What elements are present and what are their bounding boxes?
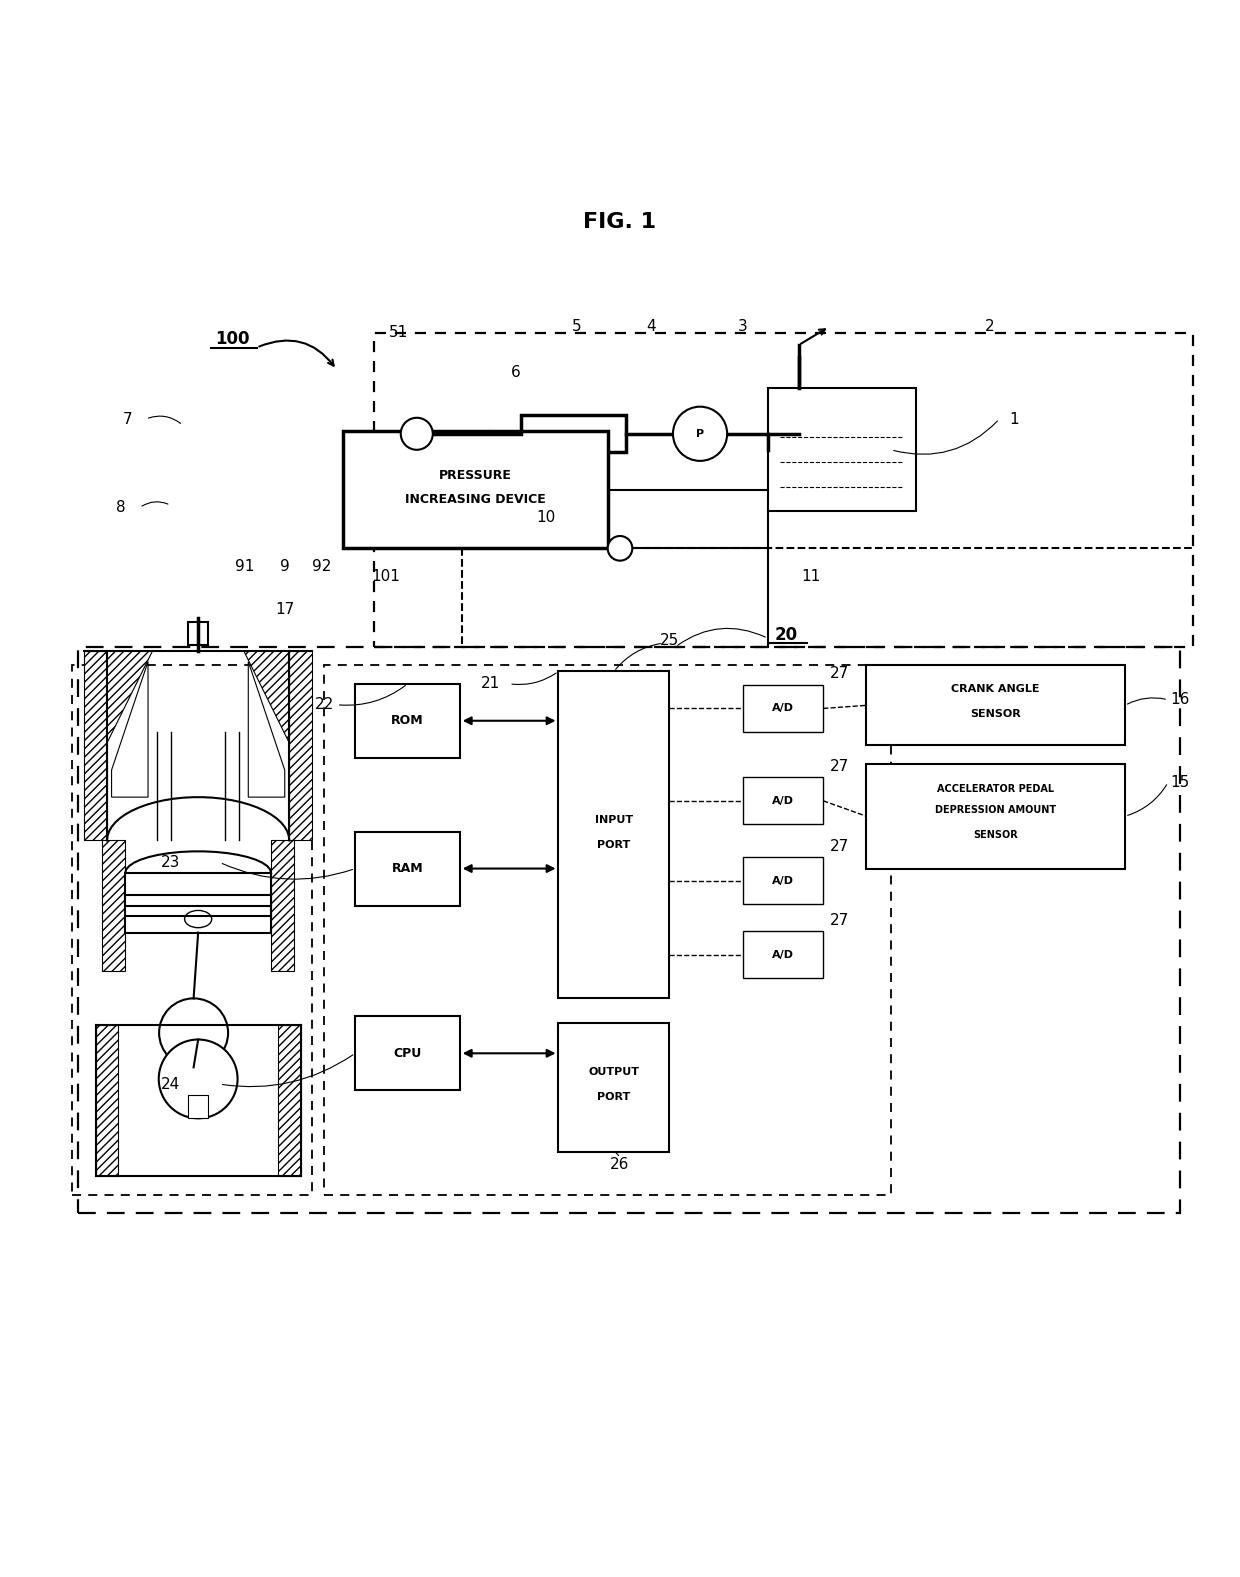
Bar [355,1016,460,1090]
Text: 100: 100 [215,330,249,349]
Bar [355,831,460,905]
Text: 27: 27 [830,913,848,927]
Text: 5: 5 [572,319,582,334]
Polygon shape [107,651,153,743]
Text: INPUT: INPUT [595,815,632,825]
Text: CPU: CPU [393,1047,422,1060]
Bar [768,388,915,511]
Polygon shape [248,662,285,796]
Circle shape [401,418,433,449]
Bar [743,932,823,978]
Text: PORT: PORT [598,839,630,850]
Bar [558,1022,670,1151]
Text: 2: 2 [985,319,994,334]
Text: ACCELERATOR PEDAL: ACCELERATOR PEDAL [937,784,1054,795]
Text: A/D: A/D [773,875,794,886]
Text: 17: 17 [275,602,295,618]
Polygon shape [112,662,148,796]
Text: 20: 20 [775,626,797,643]
Bar [188,623,208,645]
Text: 9: 9 [280,560,290,574]
Text: PRESSURE: PRESSURE [439,468,512,481]
Text: RAM: RAM [392,863,423,875]
Bar [355,684,460,757]
Text: FIG. 1: FIG. 1 [584,211,656,232]
Text: 1: 1 [1009,412,1019,426]
Polygon shape [95,1025,118,1176]
Text: 10: 10 [537,509,556,525]
Bar [867,763,1125,869]
Circle shape [159,1039,238,1118]
Polygon shape [272,841,294,970]
Bar [188,1094,208,1118]
Text: 3: 3 [738,319,748,334]
Text: 27: 27 [830,839,848,853]
Text: A/D: A/D [773,796,794,806]
Text: 24: 24 [161,1077,180,1091]
Polygon shape [289,651,312,841]
Bar [867,665,1125,746]
Circle shape [159,998,228,1068]
Text: PORT: PORT [598,1091,630,1102]
Text: 92: 92 [312,560,331,574]
Polygon shape [84,651,107,841]
Text: 16: 16 [1171,692,1190,708]
Text: 4: 4 [646,319,656,334]
Bar [558,672,670,998]
Ellipse shape [185,910,212,927]
Bar [343,432,608,549]
Circle shape [673,407,727,460]
Polygon shape [278,1025,300,1176]
Text: OUTPUT: OUTPUT [588,1068,640,1077]
Text: 27: 27 [830,759,848,774]
Text: 51: 51 [388,325,408,341]
Text: 21: 21 [481,677,500,691]
Text: 11: 11 [801,569,821,583]
Text: 7: 7 [123,412,133,426]
Bar [743,684,823,732]
Text: 26: 26 [610,1156,630,1172]
Bar [522,415,626,453]
Text: A/D: A/D [773,949,794,960]
Text: 8: 8 [117,500,126,516]
Text: CRANK ANGLE: CRANK ANGLE [951,684,1040,694]
Circle shape [608,536,632,561]
Polygon shape [244,651,289,743]
Text: P: P [696,429,704,438]
Text: 101: 101 [372,569,401,583]
Text: INCREASING DEVICE: INCREASING DEVICE [405,494,546,506]
Text: A/D: A/D [773,703,794,713]
Text: SENSOR: SENSOR [970,710,1021,719]
Bar [743,777,823,825]
Bar [743,858,823,904]
Text: 23: 23 [161,855,180,871]
Text: DEPRESSION AMOUNT: DEPRESSION AMOUNT [935,804,1056,815]
Text: SENSOR: SENSOR [973,830,1018,839]
Text: 27: 27 [830,667,848,681]
Text: 15: 15 [1171,774,1190,790]
Text: 25: 25 [660,634,678,648]
Text: ROM: ROM [392,714,424,727]
Text: 22: 22 [315,697,334,713]
Bar [125,874,272,932]
Text: 91: 91 [234,560,254,574]
Polygon shape [103,841,125,970]
Text: 6: 6 [511,364,521,380]
